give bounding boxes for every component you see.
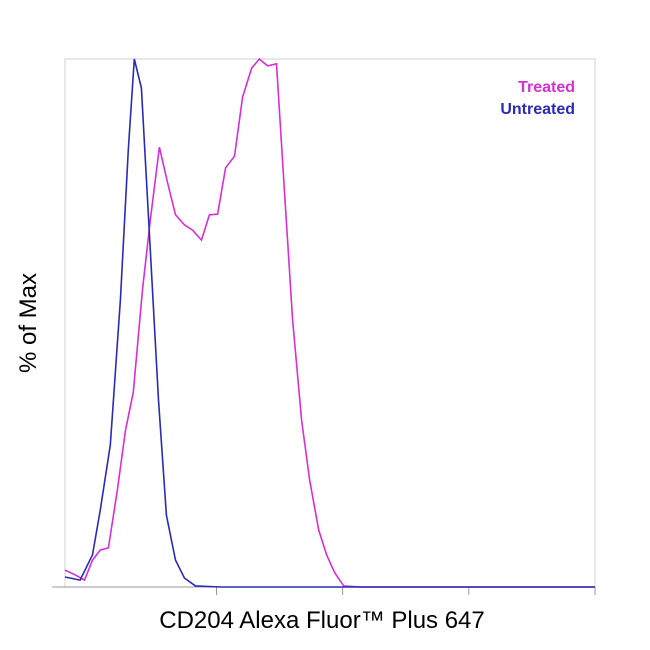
legend-label: Untreated bbox=[500, 101, 575, 118]
series-line bbox=[64, 57, 595, 588]
series-line bbox=[64, 58, 595, 588]
legend-label: Treated bbox=[518, 79, 575, 96]
x-axis-label: CD204 Alexa Fluor™ Plus 647 bbox=[159, 607, 485, 634]
y-axis-label: % of Max bbox=[15, 273, 42, 373]
